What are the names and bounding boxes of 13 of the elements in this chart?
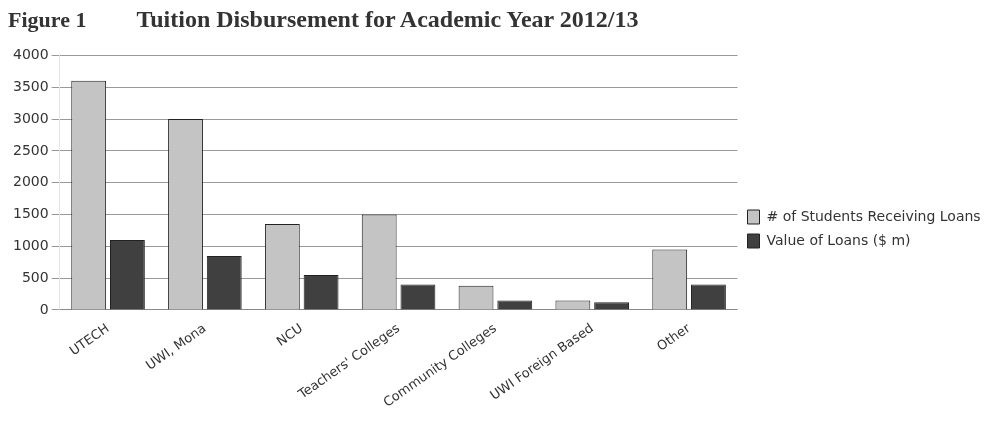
legend-label: Value of Loans ($ m) xyxy=(766,231,911,248)
chart-title: Tuition Disbursement for Academic Year 2012/13 xyxy=(136,6,639,33)
y-tick-label: 2000 xyxy=(12,173,49,190)
y-tick-label: 500 xyxy=(21,268,49,285)
legend-label: # of Students Receiving Loans xyxy=(766,207,981,224)
y-tick-label: 1000 xyxy=(12,236,49,253)
y-tick-label: 4000 xyxy=(12,46,49,63)
y-tick-label: 3000 xyxy=(12,109,49,126)
y-tick-label: 2500 xyxy=(12,141,49,158)
y-tick-label: 1500 xyxy=(12,205,49,222)
y-tick-label: 0 xyxy=(39,300,49,317)
caption: Figure 1 xyxy=(8,7,87,33)
y-tick-label: 3500 xyxy=(12,77,49,94)
